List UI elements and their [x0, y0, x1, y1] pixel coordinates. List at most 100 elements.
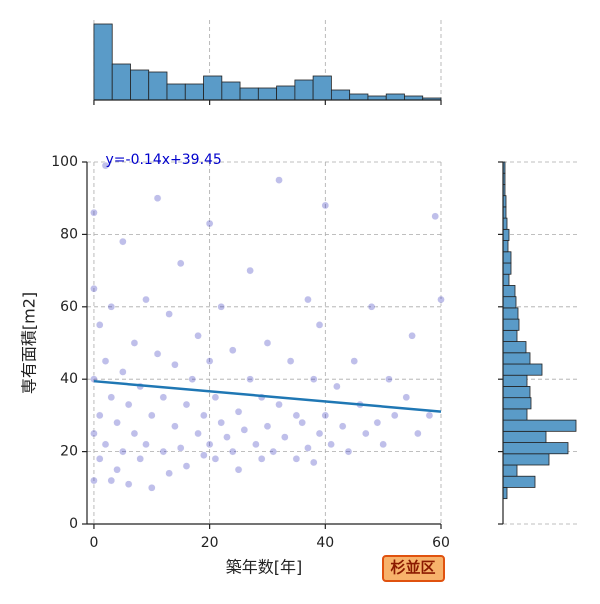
- hist-bar: [330, 89, 351, 101]
- hist-bar: [502, 228, 510, 241]
- point: [205, 219, 214, 228]
- point: [182, 400, 191, 409]
- point: [333, 382, 341, 391]
- y-tick-label: 100: [51, 154, 78, 170]
- point: [101, 161, 110, 170]
- point: [275, 400, 283, 409]
- hist-bar: [502, 464, 518, 477]
- point: [165, 310, 173, 318]
- point: [199, 451, 208, 460]
- hist-bar: [148, 71, 168, 101]
- point: [223, 433, 231, 441]
- hist-bar: [502, 341, 527, 354]
- point: [171, 360, 179, 369]
- point: [101, 357, 110, 365]
- hist-bar: [502, 419, 577, 432]
- regression-label: y=-0.14x+39.45: [106, 152, 222, 168]
- point: [309, 458, 318, 467]
- point: [292, 411, 301, 420]
- point: [147, 483, 156, 492]
- point: [414, 429, 422, 438]
- hist-bar: [502, 453, 550, 466]
- hist-bar: [502, 374, 528, 387]
- point: [194, 331, 202, 340]
- point: [107, 302, 116, 311]
- point: [379, 440, 388, 449]
- hist-bar: [502, 296, 517, 309]
- point: [142, 440, 150, 449]
- point: [338, 422, 347, 431]
- point: [90, 476, 98, 485]
- point: [130, 429, 139, 438]
- point: [298, 418, 307, 427]
- point: [101, 440, 110, 449]
- annotation: 杉並区: [390, 559, 435, 577]
- hist-bar: [349, 93, 369, 101]
- point: [408, 331, 416, 340]
- point: [159, 393, 168, 402]
- point: [437, 295, 445, 304]
- point: [95, 454, 104, 463]
- point: [95, 411, 104, 420]
- hist-bar: [502, 475, 536, 488]
- point: [425, 411, 434, 420]
- point: [246, 266, 254, 275]
- point: [234, 407, 243, 416]
- hist-bar: [221, 81, 241, 101]
- hist-bar: [239, 87, 259, 101]
- point: [119, 447, 127, 456]
- point: [194, 429, 202, 438]
- point: [234, 465, 243, 474]
- point: [107, 393, 116, 402]
- hist-bar: [502, 285, 516, 298]
- point: [119, 368, 127, 376]
- point: [252, 440, 260, 449]
- point: [211, 393, 220, 402]
- hist-bar: [502, 442, 569, 455]
- point: [327, 440, 335, 449]
- hist-bar: [203, 75, 223, 101]
- hist-bar: [130, 69, 150, 101]
- point: [228, 346, 237, 355]
- point: [402, 393, 411, 402]
- point: [90, 429, 98, 438]
- point: [182, 462, 191, 470]
- hist-bar: [502, 430, 547, 443]
- point: [217, 418, 226, 427]
- point: [171, 422, 179, 431]
- x-axis-label: 築年数[年]: [226, 558, 303, 577]
- annotation-box: [382, 555, 445, 582]
- hist-bar: [184, 83, 204, 101]
- point: [205, 440, 214, 449]
- hist-bar: [502, 262, 512, 275]
- hist-bar: [294, 79, 314, 101]
- point: [107, 476, 116, 485]
- point: [361, 429, 370, 438]
- point: [176, 444, 185, 452]
- x-tick-label: 20: [201, 535, 219, 551]
- point: [188, 375, 197, 384]
- point: [321, 201, 330, 210]
- hist-bar: [502, 251, 512, 264]
- hist-bar: [502, 352, 531, 365]
- hist-bar: [111, 63, 131, 101]
- x-tick-label: 40: [316, 535, 334, 551]
- hist-bar: [502, 363, 543, 376]
- point: [136, 454, 145, 463]
- point: [246, 375, 254, 384]
- y-tick-label: 60: [60, 299, 78, 315]
- point: [263, 422, 272, 431]
- point: [350, 357, 359, 365]
- point: [292, 454, 301, 463]
- point: [275, 176, 283, 184]
- point: [217, 302, 226, 311]
- point: [176, 259, 185, 268]
- point: [165, 469, 173, 478]
- hist-bar: [93, 23, 113, 101]
- point: [385, 375, 393, 384]
- point: [228, 447, 237, 456]
- point: [286, 357, 295, 365]
- point: [159, 447, 168, 456]
- point: [373, 418, 382, 427]
